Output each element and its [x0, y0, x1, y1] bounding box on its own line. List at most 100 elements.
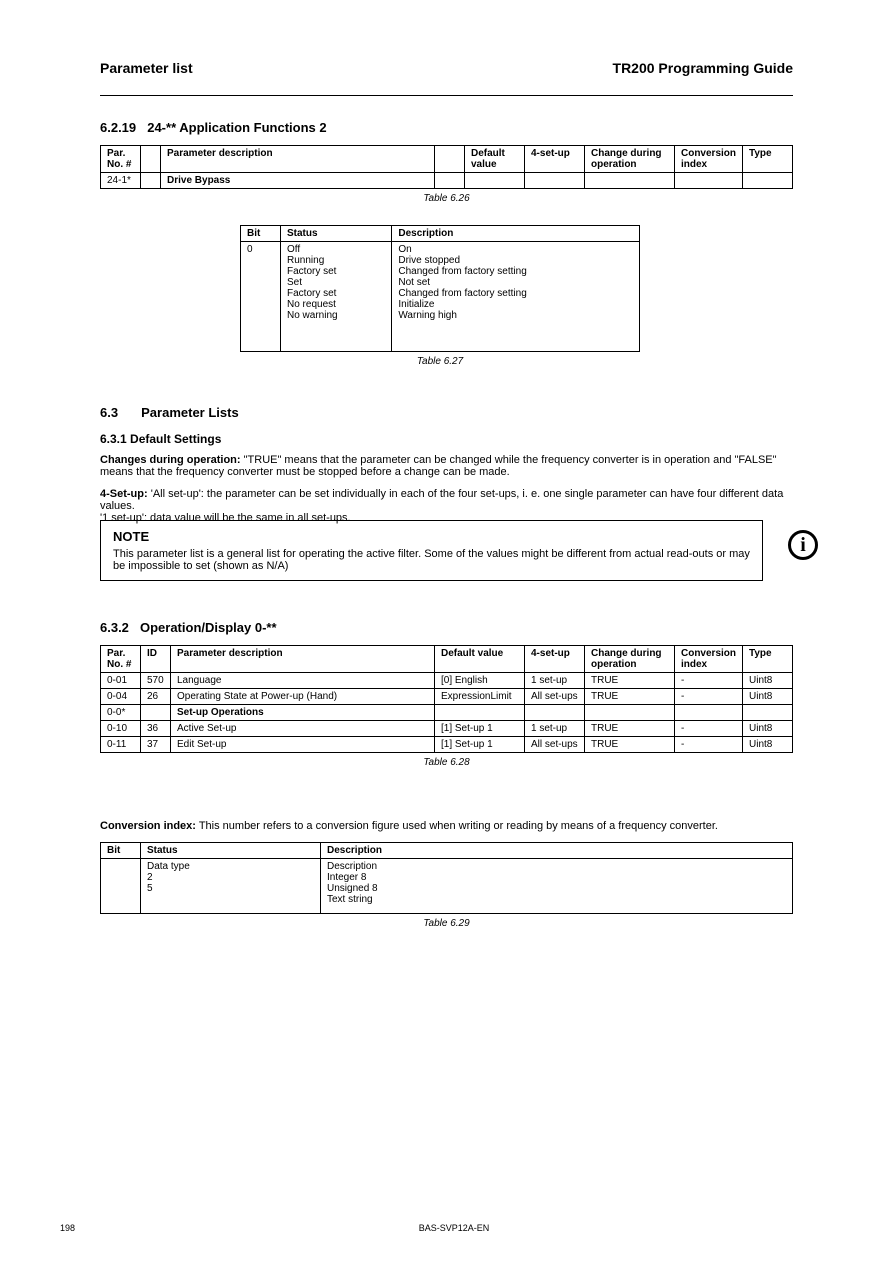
- cell: Language: [171, 673, 435, 689]
- col-header: Description: [392, 226, 640, 242]
- cell: 0-10: [101, 721, 141, 737]
- text: 'All set-up': the parameter can be set i…: [100, 488, 783, 524]
- col-header: Bit: [101, 843, 141, 859]
- section-title: Operation/Display 0-**: [140, 620, 277, 635]
- cell: Uint8: [743, 721, 793, 737]
- table-row: 24-1* Drive Bypass: [101, 173, 793, 189]
- cell: 24-1*: [101, 173, 141, 189]
- cell: [524, 705, 584, 721]
- cell: Uint8: [743, 737, 793, 753]
- cell: Data type 2 5: [141, 859, 321, 914]
- cell: All set-ups: [524, 689, 584, 705]
- table-header-row: Bit Status Description: [101, 843, 793, 859]
- section-number: 6.2.19: [100, 120, 136, 135]
- cell: 0-01: [101, 673, 141, 689]
- cell: 37: [141, 737, 171, 753]
- text: This number refers to a conversion figur…: [199, 820, 718, 832]
- cell: Operating State at Power-up (Hand): [171, 689, 435, 705]
- cell: [584, 173, 674, 189]
- cell: Off Running Factory set Set Factory set …: [281, 242, 392, 352]
- note-box: NOTE This parameter list is a general li…: [100, 520, 763, 581]
- cell: 0-0*: [101, 705, 141, 721]
- cell: TRUE: [584, 721, 674, 737]
- note-text: This parameter list is a general list fo…: [113, 548, 750, 572]
- col-header: ID: [141, 646, 171, 673]
- table-header-row: Par. No. # ID Parameter description Defa…: [101, 646, 793, 673]
- col-header: Par. No. #: [101, 646, 141, 673]
- cell: ExpressionLimit: [434, 689, 524, 705]
- col-header: 4-set-up: [524, 146, 584, 173]
- col-header: [141, 146, 161, 173]
- label: Changes during operation:: [100, 454, 241, 466]
- table-header-row: Bit Status Description: [241, 226, 640, 242]
- cell: 36: [141, 721, 171, 737]
- table-caption: Table 6.27: [240, 356, 640, 367]
- table-row: 0-04 26 Operating State at Power-up (Han…: [101, 689, 793, 705]
- section-heading: 6.2.19 24-** Application Functions 2: [100, 120, 793, 135]
- table-caption: Table 6.28: [100, 757, 793, 768]
- col-header: Status: [281, 226, 392, 242]
- cell: All set-ups: [524, 737, 584, 753]
- cell: Edit Set-up: [171, 737, 435, 753]
- col-header: Status: [141, 843, 321, 859]
- cell: [0] English: [434, 673, 524, 689]
- cell: [524, 173, 584, 189]
- col-header: Default value: [464, 146, 524, 173]
- col-header: Par. No. #: [101, 146, 141, 173]
- label: 4-Set-up:: [100, 488, 148, 500]
- cell: 1 set-up: [524, 673, 584, 689]
- table-header-row: Par. No. # Parameter description Default…: [101, 146, 793, 173]
- cell: [101, 859, 141, 914]
- paragraph: 4-Set-up: 'All set-up': the parameter ca…: [100, 488, 793, 524]
- table-row: Data type 2 5 Description Integer 8 Unsi…: [101, 859, 793, 914]
- col-header: Change during operation: [584, 146, 674, 173]
- cell: -: [674, 673, 742, 689]
- col-header: Type: [743, 146, 793, 173]
- section-heading: 6.3 Parameter Lists: [100, 405, 793, 420]
- cell: [674, 705, 742, 721]
- section-title: 24-** Application Functions 2: [147, 120, 326, 135]
- section-heading: 6.3.2 Operation/Display 0-**: [100, 620, 793, 635]
- subsection-heading: 6.3.1 Default Settings: [100, 432, 793, 446]
- cell: [674, 173, 742, 189]
- table-0star: Par. No. # ID Parameter description Defa…: [100, 645, 793, 753]
- section-title: Parameter Lists: [141, 405, 239, 420]
- paragraph: Conversion index: This number refers to …: [100, 820, 793, 832]
- col-header: Type: [743, 646, 793, 673]
- header-left: Parameter list: [100, 60, 193, 76]
- cell: Description Integer 8 Unsigned 8 Text st…: [321, 859, 793, 914]
- section-number: 6.3: [100, 405, 118, 420]
- cell: On Drive stopped Changed from factory se…: [392, 242, 640, 352]
- cell: [1] Set-up 1: [434, 721, 524, 737]
- header-right: TR200 Programming Guide: [613, 60, 793, 76]
- cell: 570: [141, 673, 171, 689]
- cell: [743, 705, 793, 721]
- col-header: Conversion index: [674, 146, 742, 173]
- cell: -: [674, 689, 742, 705]
- paragraph: Changes during operation: "TRUE" means t…: [100, 454, 793, 478]
- cell: Uint8: [743, 673, 793, 689]
- col-header: Parameter description: [161, 146, 435, 173]
- table-24: Par. No. # Parameter description Default…: [100, 145, 793, 189]
- col-header: Conversion index: [674, 646, 742, 673]
- cell: Set-up Operations: [171, 705, 435, 721]
- cell: -: [674, 721, 742, 737]
- cell: TRUE: [584, 673, 674, 689]
- page-footer: 198 BAS-SVP12A-EN: [60, 1223, 833, 1233]
- info-icon: [788, 530, 818, 560]
- cell: Drive Bypass: [161, 173, 435, 189]
- table-row: 0-10 36 Active Set-up [1] Set-up 1 1 set…: [101, 721, 793, 737]
- table-row: 0-0* Set-up Operations: [101, 705, 793, 721]
- cell: TRUE: [584, 689, 674, 705]
- cell: [743, 173, 793, 189]
- label: Conversion index:: [100, 820, 196, 832]
- col-header: Description: [321, 843, 793, 859]
- col-header: Parameter description: [171, 646, 435, 673]
- cell: Active Set-up: [171, 721, 435, 737]
- cell: 1 set-up: [524, 721, 584, 737]
- doc-id: BAS-SVP12A-EN: [419, 1223, 490, 1233]
- table-row: 0-11 37 Edit Set-up [1] Set-up 1 All set…: [101, 737, 793, 753]
- table-row: 0 Off Running Factory set Set Factory se…: [241, 242, 640, 352]
- cell: [1] Set-up 1: [434, 737, 524, 753]
- cell: [584, 705, 674, 721]
